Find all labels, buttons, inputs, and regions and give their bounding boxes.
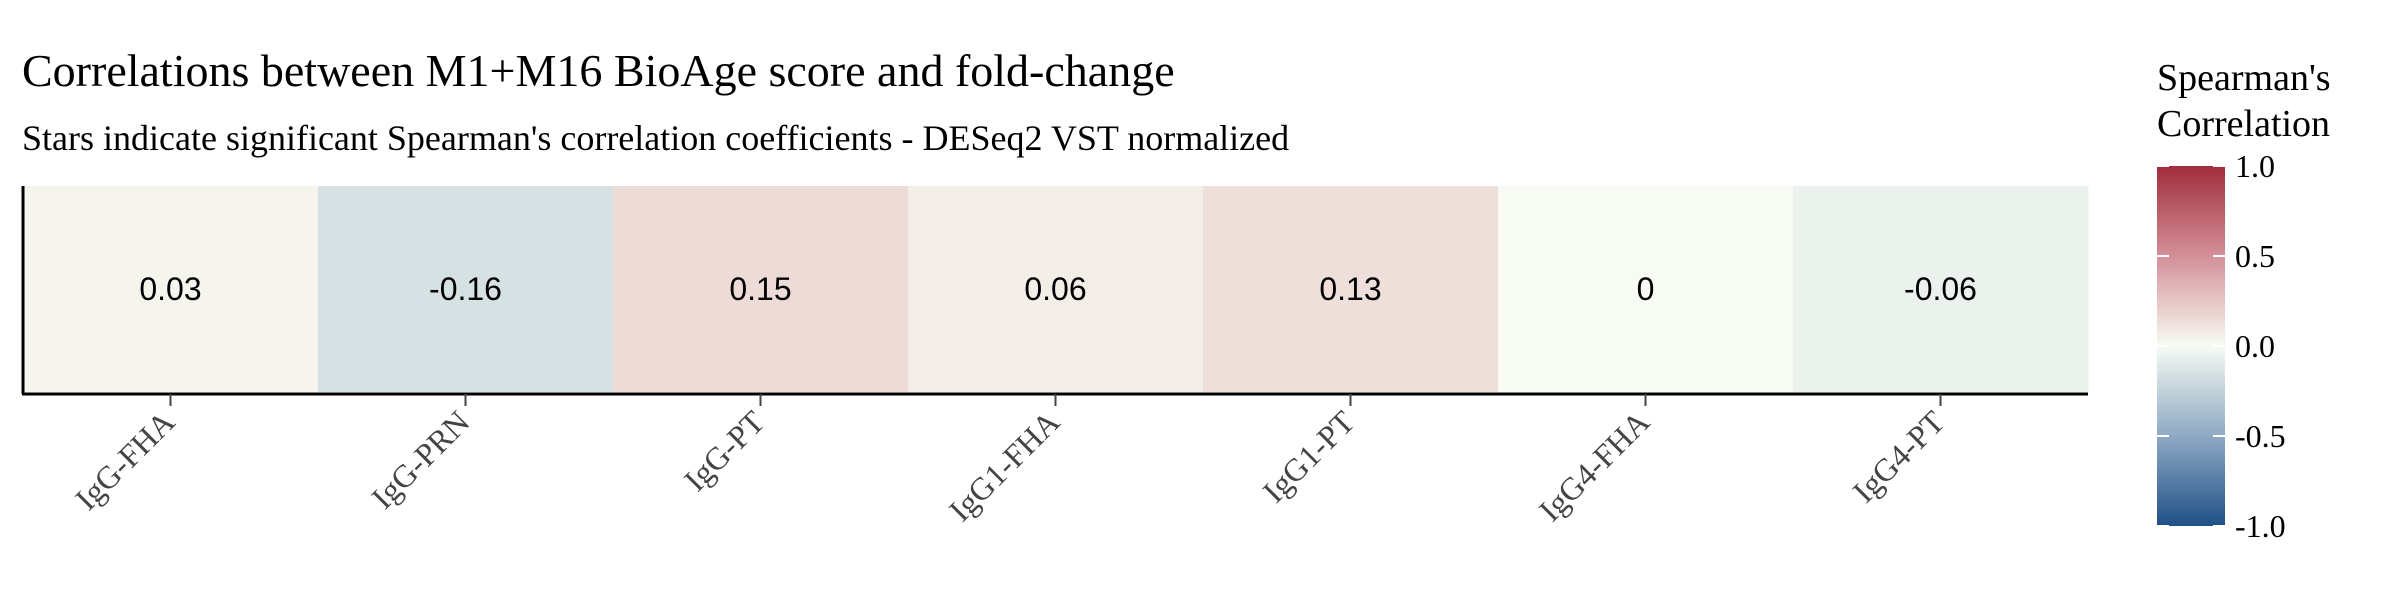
x-axis-ticks [169,394,1942,406]
heatmap-cells [23,186,2089,392]
heatmap-cell [1793,186,2089,392]
legend-tick-label: -0.5 [2235,418,2286,454]
legend-tick-label: 0.0 [2235,328,2275,364]
cell-value-label: -0.16 [429,271,502,307]
legend-title-line-2: Correlation [2157,103,2330,145]
x-tick-label: IgG-PT [677,403,772,498]
cell-value-label: -0.06 [1904,271,1977,307]
cell-value-label: 0 [1637,271,1655,307]
x-axis-tick-labels: IgG-FHA IgG-PRN IgG-PT IgG1-FHA IgG1-PT IgG4-… [68,403,1952,528]
heatmap-cell [1203,186,1499,392]
x-tick-label: IgG-PRN [364,403,476,515]
cell-value-label: 0.13 [1319,271,1381,307]
cell-value-label: 0.15 [729,271,791,307]
legend-tick-label: 0.5 [2235,238,2275,274]
heatmap-cell [1498,186,1794,392]
x-tick-label: IgG1-PT [1256,403,1362,509]
heatmap-cell-labels: 0.03 -0.16 0.15 0.06 0.13 0 -0.06 [139,271,1977,307]
x-tick-label: IgG1-FHA [942,403,1067,528]
x-tick-label: IgG4-FHA [1532,403,1657,528]
x-tick-label: IgG4-PT [1846,403,1952,509]
chart-title: Correlations between M1+M16 BioAge score… [22,45,1175,96]
chart-subtitle: Stars indicate significant Spearman's co… [22,118,1289,158]
heatmap-cell [908,186,1204,392]
legend-title-line-1: Spearman's [2157,57,2331,99]
heatmap-cell [318,186,614,392]
heatmap-cell [613,186,909,392]
legend-tick-label: -1.0 [2235,508,2286,544]
legend-tick-label: 1.0 [2235,148,2275,184]
x-tick-label: IgG-FHA [68,403,181,516]
heatmap-cell [23,186,319,392]
legend-ticks: 1.0 0.5 0.0 -0.5 -1.0 [2157,148,2286,544]
cell-value-label: 0.06 [1024,271,1086,307]
color-legend: Spearman's Correlation 1.0 0.5 0.0 -0.5 -1.0 [2157,57,2331,544]
cell-value-label: 0.03 [139,271,201,307]
